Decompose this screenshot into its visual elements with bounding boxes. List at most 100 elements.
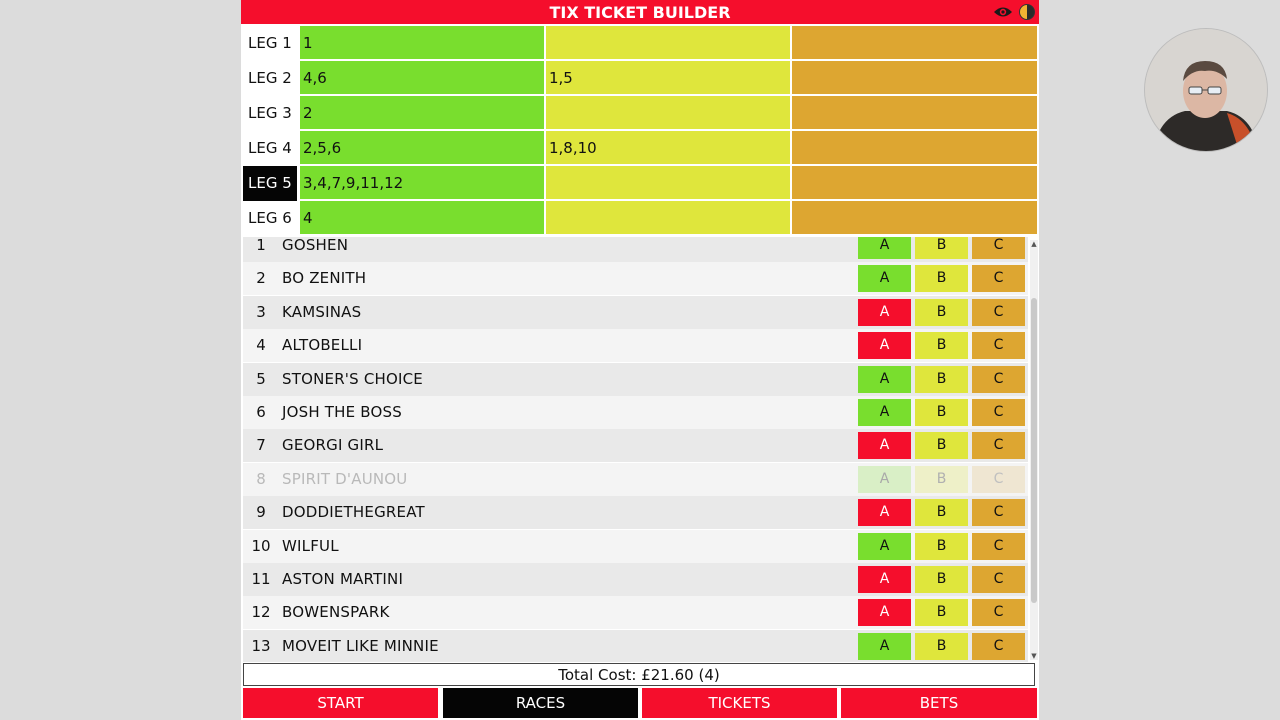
leg-cell-c[interactable] [792,96,1037,130]
leg-cell-b[interactable] [546,166,790,200]
title-bar: TIX TICKET BUILDER [241,0,1039,24]
grade-b-button[interactable]: B [915,432,968,460]
leg-cell-b[interactable] [546,201,790,235]
grade-b-button[interactable]: B [915,237,968,259]
runner-number: 3 [256,302,266,321]
leg-cell-a[interactable]: 2 [300,96,544,130]
leg-row-2: LEG 2 4,6 1,5 [241,61,1039,96]
runner-row: 2 BO ZENITH A B C [243,262,1028,296]
grade-c-button[interactable]: C [972,365,1025,393]
runner-row: 7 GEORGI GIRL A B C [243,429,1028,463]
grade-c-button[interactable]: C [972,237,1025,259]
grade-c-button[interactable]: C [972,532,1025,560]
leg-cell-c[interactable] [792,166,1037,200]
ticket-builder-app: TIX TICKET BUILDER LEG 1 1 LEG 2 4,6 1,5 [241,0,1039,720]
runner-row: 10 WILFUL A B C [243,529,1028,563]
grade-b-button[interactable]: B [915,632,968,660]
grade-c-button[interactable]: C [972,432,1025,460]
scroll-thumb[interactable] [1031,298,1037,603]
runner-row: 12 BOWENSPARK A B C [243,596,1028,630]
runner-row: 4 ALTOBELLI A B C [243,329,1028,363]
leg-label[interactable]: LEG 1 [248,34,292,52]
webcam-overlay [1144,28,1268,152]
grade-b-button[interactable]: B [915,499,968,527]
grade-b-button[interactable]: B [915,365,968,393]
runner-number: 13 [251,636,271,655]
leg-label[interactable]: LEG 4 [248,139,292,157]
grade-a-button[interactable]: A [858,566,911,593]
runner-name: WILFUL [282,536,339,555]
grade-b-button[interactable]: B [915,566,968,593]
runner-number: 5 [256,369,266,388]
leg-cell-a[interactable]: 3,4,7,9,11,12 [300,166,544,200]
leg-label[interactable]: LEG 2 [248,69,292,87]
runner-number: 8 [256,469,266,488]
leg-cell-a[interactable]: 4,6 [300,61,544,95]
grade-a-button[interactable]: A [858,298,911,326]
runner-list[interactable]: 1 GOSHEN A B C 2 BO ZENITH A B C 3 KAMSINAS A B C 4 ALTO… [243,237,1028,662]
leg-cell-a[interactable]: 2,5,6 [300,131,544,165]
runner-name: ASTON MARTINI [282,570,404,588]
contrast-icon[interactable] [1019,4,1035,20]
grade-c-button[interactable]: C [972,265,1025,293]
leg-label-active[interactable]: LEG 5 [243,166,297,201]
runner-name: SPIRIT D'AUNOU [282,469,408,488]
leg-cell-b[interactable]: 1,8,10 [546,131,790,165]
leg-cell-b[interactable] [546,26,790,60]
grade-b-button[interactable]: B [915,265,968,293]
runner-row: 13 MOVEIT LIKE MINNIE A B C [243,629,1028,662]
grade-a-button[interactable]: A [858,365,911,393]
grade-b-button[interactable]: B [915,599,968,627]
grade-c-button[interactable]: C [972,499,1025,527]
grade-b-button[interactable]: B [915,465,968,493]
nav-tickets-button[interactable]: TICKETS [642,688,837,718]
app-title: TIX TICKET BUILDER [549,3,731,22]
grade-a-button[interactable]: A [858,237,911,259]
leg-label[interactable]: LEG 3 [248,104,292,122]
grade-a-button[interactable]: A [858,499,911,527]
eye-icon[interactable] [993,5,1013,19]
leg-cell-a[interactable]: 1 [300,26,544,60]
grade-c-button[interactable]: C [972,566,1025,593]
grade-b-button[interactable]: B [915,532,968,560]
grade-c-button[interactable]: C [972,332,1025,360]
leg-label[interactable]: LEG 6 [248,209,292,227]
runner-list-scrollbar[interactable]: ▲ ▼ [1030,240,1038,660]
grade-c-button[interactable]: C [972,298,1025,326]
grade-a-button[interactable]: A [858,599,911,627]
leg-cell-c[interactable] [792,26,1037,60]
grade-c-button[interactable]: C [972,399,1025,426]
grade-a-button[interactable]: A [858,632,911,660]
leg-cell-b[interactable] [546,96,790,130]
nav-races-button[interactable]: RACES [443,688,638,718]
runner-name: KAMSINAS [282,302,362,321]
leg-cell-c[interactable] [792,131,1037,165]
leg-row-6: LEG 6 4 [241,201,1039,236]
grade-c-button[interactable]: C [972,632,1025,660]
scroll-down-icon[interactable]: ▼ [1031,652,1037,660]
grade-b-button[interactable]: B [915,399,968,426]
leg-cell-c[interactable] [792,201,1037,235]
leg-cell-b[interactable]: 1,5 [546,61,790,95]
leg-cell-c[interactable] [792,61,1037,95]
grade-c-button[interactable]: C [972,599,1025,627]
scroll-up-icon[interactable]: ▲ [1031,240,1037,248]
leg-cell-a[interactable]: 4 [300,201,544,235]
runner-name: BO ZENITH [282,269,367,288]
grade-c-button[interactable]: C [972,465,1025,493]
grade-a-button[interactable]: A [858,465,911,493]
runner-number: 7 [256,436,266,455]
grade-a-button[interactable]: A [858,399,911,426]
grade-a-button[interactable]: A [858,432,911,460]
runner-name: GEORGI GIRL [282,436,384,455]
nav-start-button[interactable]: START [243,688,438,718]
grade-a-button[interactable]: A [858,332,911,360]
nav-bets-button[interactable]: BETS [841,688,1037,718]
runner-row: 8 SPIRIT D'AUNOU A B C [243,462,1028,496]
grade-a-button[interactable]: A [858,532,911,560]
grade-b-button[interactable]: B [915,298,968,326]
grade-a-button[interactable]: A [858,265,911,293]
title-icons [993,4,1035,20]
grade-b-button[interactable]: B [915,332,968,360]
runner-row: 11 ASTON MARTINI A B C [243,563,1028,596]
